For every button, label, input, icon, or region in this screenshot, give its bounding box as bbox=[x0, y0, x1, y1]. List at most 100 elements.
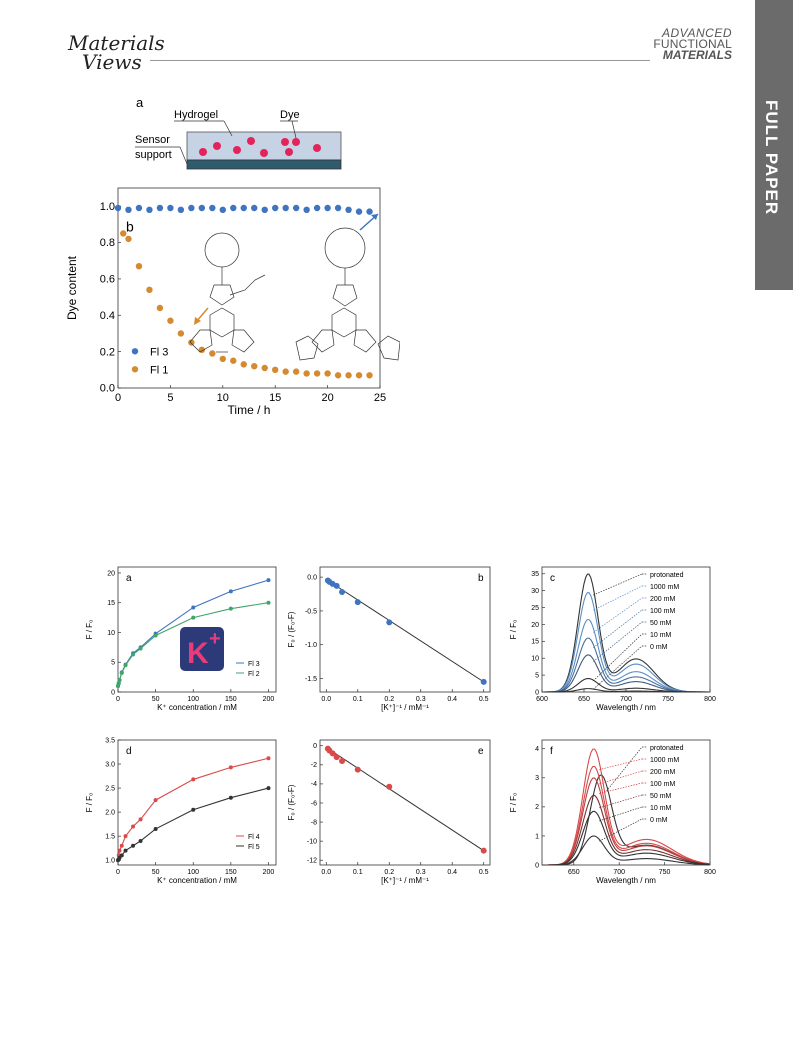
y-tick-label: -10 bbox=[307, 838, 317, 845]
series-line bbox=[117, 787, 269, 861]
materials-views-logo: Materials Views bbox=[68, 33, 165, 74]
data-point bbox=[116, 681, 121, 686]
data-point bbox=[198, 346, 206, 354]
y-axis-label: Dye content bbox=[65, 255, 79, 320]
y-tick-label: 1.0 bbox=[100, 201, 115, 213]
y-tick-label: 15 bbox=[107, 600, 115, 607]
chart-panel-e: 0.0 0.1 0.2 0.3 0.4 0.5 0 -2 -4 -6 -8 -10 -12 [K⁺]⁻¹ … bbox=[287, 739, 491, 885]
data-point bbox=[167, 204, 174, 212]
legend-label: 1000 mM bbox=[650, 584, 679, 591]
y-axis-label: F / F₀ bbox=[509, 620, 518, 640]
data-point bbox=[251, 362, 258, 370]
data-point bbox=[198, 204, 206, 212]
data-point bbox=[292, 204, 300, 212]
legend-leader bbox=[606, 746, 643, 792]
plot-frame bbox=[319, 739, 491, 866]
chart-panel-c: 600 650 700 750 800 0 5 10 15 20 25 30 35 Wavelength … bbox=[509, 566, 716, 712]
plot-frame bbox=[117, 566, 277, 693]
legend-leader bbox=[599, 770, 643, 785]
y-tick-label: 20 bbox=[531, 622, 539, 629]
data-point bbox=[345, 206, 352, 214]
header-rule bbox=[150, 60, 650, 61]
y-tick-label: 2.5 bbox=[105, 785, 115, 792]
data-point bbox=[228, 589, 233, 594]
spectrum-line bbox=[541, 688, 711, 693]
hydrogel-label: Hydrogel bbox=[174, 109, 218, 121]
data-point bbox=[345, 372, 352, 379]
data-point bbox=[191, 777, 196, 782]
data-point bbox=[354, 599, 361, 606]
data-point bbox=[119, 843, 124, 848]
journal-logo-line3: MATERIALS bbox=[662, 48, 732, 62]
plot-frame bbox=[541, 566, 711, 693]
x-tick-label: 750 bbox=[662, 696, 674, 703]
data-point bbox=[209, 204, 216, 212]
x-tick-label: 0.1 bbox=[353, 869, 363, 876]
legend-label: 10 mM bbox=[650, 805, 672, 812]
legend-marker bbox=[131, 366, 139, 373]
y-tick-label: 30 bbox=[531, 588, 539, 595]
data-point bbox=[266, 786, 271, 791]
y-tick-label: 0.0 bbox=[100, 383, 115, 395]
data-point bbox=[123, 848, 128, 853]
data-point bbox=[266, 600, 271, 605]
data-point bbox=[114, 204, 122, 212]
data-point bbox=[366, 208, 373, 215]
y-axis-label: F / F₀ bbox=[509, 793, 518, 813]
fit-line bbox=[326, 747, 484, 852]
k-plus-logo-letter: K bbox=[187, 637, 209, 670]
chart-panel-a: 0 50 100 150 200 0 5 10 15 20 K⁺ concentration / m… bbox=[85, 566, 277, 712]
logo-line2: Views bbox=[82, 50, 142, 74]
legend-label: 50 mM bbox=[650, 793, 672, 800]
data-point bbox=[261, 364, 268, 372]
chart-panel-d: 0 50 100 150 200 1.0 1.5 2.0 2.5 3.0 3.5 K⁺ concent… bbox=[85, 737, 277, 885]
data-point bbox=[261, 206, 268, 214]
legend-label: 50 mM bbox=[650, 620, 672, 627]
y-tick-label: 1.0 bbox=[105, 858, 115, 865]
legend-leader bbox=[593, 597, 643, 633]
x-tick-label: 100 bbox=[187, 869, 199, 876]
legend-label: Fl 4 bbox=[248, 834, 260, 841]
spectrum-line bbox=[541, 777, 710, 866]
data-point bbox=[153, 798, 158, 803]
data-point bbox=[138, 646, 143, 651]
data-point bbox=[219, 355, 226, 363]
x-tick-label: 800 bbox=[704, 869, 716, 876]
data-point bbox=[324, 204, 331, 212]
y-axis-label: F₀ / (F₀-F) bbox=[287, 611, 296, 647]
k-plus-logo-sign: + bbox=[209, 628, 221, 650]
chart-panel-b: 0.0 0.1 0.2 0.3 0.4 0.5 0.0 -0.5 -1.0 -1.5 [K⁺]⁻¹ … bbox=[287, 566, 491, 712]
spectrum-line bbox=[541, 810, 710, 866]
journal-logo: ADVANCED FUNCTIONAL MATERIALS bbox=[640, 26, 732, 62]
x-tick-label: 200 bbox=[263, 696, 275, 703]
y-tick-label: 25 bbox=[531, 605, 539, 612]
x-tick-label: 150 bbox=[225, 696, 237, 703]
x-tick-label: 0.4 bbox=[447, 696, 457, 703]
legend-leader bbox=[599, 806, 643, 822]
y-tick-label: 0.2 bbox=[100, 346, 115, 358]
legend-leader bbox=[599, 758, 643, 770]
x-tick-label: 0 bbox=[116, 696, 120, 703]
data-point bbox=[188, 204, 195, 212]
journal-logo-line2: FUNCTIONAL bbox=[653, 37, 732, 51]
y-tick-label: 1.5 bbox=[105, 833, 115, 840]
data-point bbox=[131, 652, 136, 657]
x-tick-label: 0.2 bbox=[384, 696, 394, 703]
legend-marker bbox=[131, 348, 139, 355]
y-tick-label: -8 bbox=[311, 819, 317, 826]
chart-panel-f: 650 700 750 800 0 1 2 3 4 Wavelength / nm F / F₀ f p… bbox=[509, 739, 716, 885]
data-point bbox=[167, 317, 174, 324]
data-point bbox=[386, 619, 393, 626]
y-tick-label: 3.0 bbox=[105, 761, 115, 768]
journal-logo-line1: ADVANCED bbox=[661, 26, 732, 40]
dye-label: Dye bbox=[280, 109, 300, 121]
legend-label: 1000 mM bbox=[650, 757, 679, 764]
y-tick-label: -1.0 bbox=[305, 642, 317, 649]
x-axis-label: [K⁺]⁻¹ / mM⁻¹ bbox=[381, 703, 429, 712]
data-point bbox=[125, 206, 132, 214]
data-point bbox=[138, 817, 143, 822]
legend-label: Fl 3 bbox=[150, 346, 168, 358]
x-axis-label: Wavelength / nm bbox=[596, 703, 656, 712]
x-tick-label: 25 bbox=[374, 392, 386, 404]
data-point bbox=[125, 235, 132, 243]
